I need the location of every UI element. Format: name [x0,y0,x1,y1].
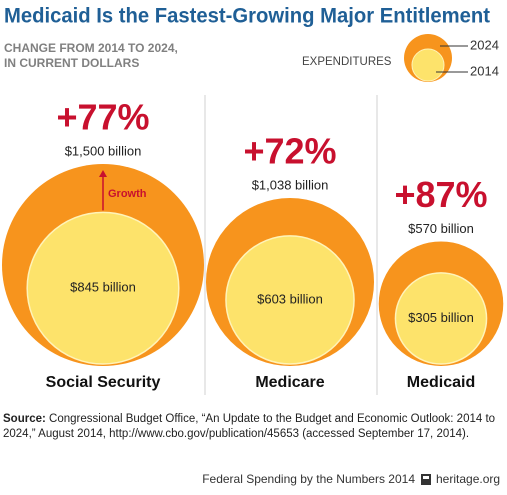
inner-value-label: $305 billion [408,310,474,325]
footer-icon [421,474,431,485]
annotation: Growth [108,188,147,200]
footer-site: heritage.org [436,472,500,486]
source-label: Source: [3,413,46,425]
bubble-2014 [394,272,488,365]
inner-value-label: $603 billion [257,291,323,306]
subtitle: CHANGE FROM 2014 TO 2024, [4,41,178,55]
bubble-2014 [26,211,180,365]
legend-label: 2014 [470,63,499,78]
legend-label: 2024 [470,37,499,52]
growth-arrowhead [99,170,107,177]
chart-title: Medicaid Is the Fastest-Growing Major En… [4,5,490,28]
category-label: Medicare [255,374,324,391]
subtitle: IN CURRENT DOLLARS [4,56,139,70]
growth-label: +77% [56,97,149,138]
category-label: Medicaid [407,374,475,391]
growth-label: +87% [394,174,487,215]
outer-value-label: $1,038 billion [252,177,329,192]
legend-title: EXPENDITURES [302,56,392,68]
bubble-2014 [225,235,355,365]
category-label: Social Security [46,374,161,391]
outer-value-label: $1,500 billion [65,143,142,158]
growth-label: +72% [243,130,336,171]
source-text: Congressional Budget Office, “An Update … [3,413,496,440]
outer-value-label: $570 billion [408,221,474,236]
legend-swatch [411,48,445,82]
footer: Federal Spending by the Numbers 2014 [202,472,415,486]
inner-value-label: $845 billion [70,280,136,295]
source: Source: Congressional Budget Office, “An… [3,412,501,442]
